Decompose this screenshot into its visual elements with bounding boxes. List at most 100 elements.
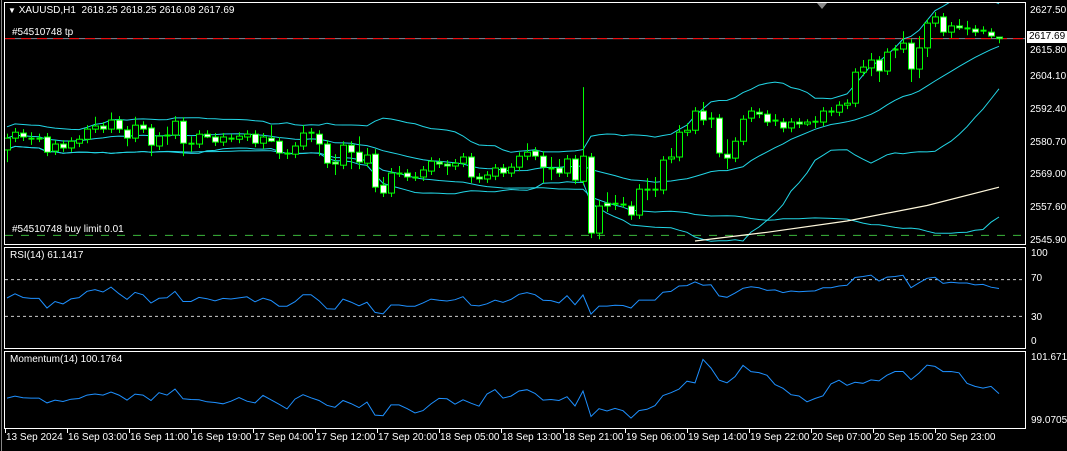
candle bbox=[244, 130, 251, 141]
bull-candle-body bbox=[420, 169, 427, 178]
candle bbox=[860, 60, 867, 77]
candle bbox=[876, 56, 883, 83]
chart-shift-marker-icon[interactable] bbox=[817, 3, 827, 9]
candle bbox=[924, 19, 931, 57]
candle bbox=[940, 12, 947, 37]
candle bbox=[44, 133, 51, 157]
bull-candle-body bbox=[292, 145, 299, 155]
bull-candle-body bbox=[516, 155, 523, 168]
bear-candle-body bbox=[44, 136, 51, 153]
bull-candle-body bbox=[932, 16, 939, 24]
bull-candle-body bbox=[236, 135, 243, 140]
bull-candle-body bbox=[492, 167, 499, 177]
candle bbox=[108, 112, 115, 134]
bull-candle-body bbox=[132, 124, 139, 139]
candle bbox=[548, 157, 555, 181]
candle bbox=[452, 158, 459, 170]
candle bbox=[428, 157, 435, 176]
bull-candle-body bbox=[172, 120, 179, 136]
candle bbox=[340, 141, 347, 170]
candle bbox=[756, 108, 763, 119]
candle bbox=[764, 110, 771, 126]
bear-candle-body bbox=[404, 172, 411, 178]
candle bbox=[444, 160, 451, 176]
rsi-line bbox=[6, 274, 1000, 315]
bull-candle-body bbox=[740, 118, 747, 142]
bull-candle-body bbox=[868, 59, 875, 69]
candle bbox=[948, 21, 955, 39]
candle bbox=[460, 153, 467, 168]
candle bbox=[596, 200, 603, 240]
candle bbox=[300, 125, 307, 150]
candle bbox=[932, 12, 939, 28]
bollinger-middle-line bbox=[6, 45, 1000, 183]
bear-candle-body bbox=[316, 133, 323, 145]
bull-candle-body bbox=[52, 143, 59, 152]
bull-candle-body bbox=[692, 110, 699, 131]
candle bbox=[524, 143, 531, 161]
bull-candle-body bbox=[508, 166, 515, 174]
bear-candle-body bbox=[276, 140, 283, 154]
candle bbox=[620, 197, 627, 209]
candle bbox=[476, 173, 483, 183]
candle bbox=[116, 116, 123, 134]
candle bbox=[52, 140, 59, 156]
candle bbox=[884, 48, 891, 75]
bull-candle-body bbox=[76, 138, 83, 144]
time-label: 16 Sep 11:00 bbox=[130, 432, 189, 443]
bear-candle-body bbox=[324, 143, 331, 164]
time-label: 20 Sep 15:00 bbox=[874, 432, 934, 443]
bull-candle-body bbox=[524, 151, 531, 157]
chart-header: ▼ XAUUSD,H1 2618.25 2618.25 2616.08 2617… bbox=[8, 5, 234, 17]
candle bbox=[956, 19, 963, 30]
candle bbox=[36, 133, 43, 143]
bear-candle-body bbox=[116, 119, 123, 130]
bull-candle-body bbox=[836, 104, 843, 113]
outer-lower-band-line bbox=[6, 145, 1000, 234]
candle bbox=[508, 163, 515, 178]
collapse-triangle-icon[interactable]: ▼ bbox=[8, 6, 16, 15]
bear-candle-body bbox=[940, 16, 947, 33]
bear-candle-body bbox=[700, 110, 707, 121]
candle bbox=[788, 118, 795, 133]
price-tick: 2569.00 bbox=[1030, 169, 1067, 180]
candle bbox=[404, 169, 411, 181]
candle bbox=[372, 149, 379, 193]
candle bbox=[76, 135, 83, 148]
bull-candle-body bbox=[156, 135, 163, 147]
bull-candle-body bbox=[884, 51, 891, 72]
bull-candle-body bbox=[916, 47, 923, 70]
candle bbox=[84, 125, 91, 144]
bull-candle-body bbox=[852, 71, 859, 104]
bull-candle-body bbox=[676, 131, 683, 158]
bull-candle-body bbox=[636, 188, 643, 216]
candle bbox=[196, 130, 203, 148]
momentum-label: Momentum(14) 100.1764 bbox=[10, 354, 123, 365]
candle bbox=[732, 137, 739, 163]
time-label: 17 Sep 20:00 bbox=[378, 432, 438, 443]
candle bbox=[68, 137, 75, 152]
time-label: 18 Sep 21:00 bbox=[564, 432, 624, 443]
candle bbox=[172, 116, 179, 139]
candle bbox=[468, 153, 475, 183]
bear-candle-body bbox=[60, 143, 67, 149]
candle bbox=[692, 107, 699, 135]
price-tick: 2557.60 bbox=[1030, 202, 1067, 213]
bull-candle-body bbox=[244, 133, 251, 138]
bull-candle-body bbox=[732, 140, 739, 159]
bear-candle-body bbox=[124, 129, 131, 139]
bull-candle-body bbox=[196, 133, 203, 145]
bear-candle-body bbox=[268, 137, 275, 142]
candle bbox=[556, 158, 563, 178]
bull-candle-body bbox=[660, 159, 667, 191]
bear-candle-body bbox=[100, 125, 107, 130]
rsi-label: RSI(14) 61.1417 bbox=[10, 250, 84, 261]
candle bbox=[708, 112, 715, 128]
candle bbox=[628, 201, 635, 220]
candle bbox=[772, 114, 779, 126]
candle bbox=[580, 87, 587, 186]
price-tick: 2615.80 bbox=[1030, 45, 1067, 56]
bull-candle-body bbox=[452, 162, 459, 167]
bull-candle-body bbox=[84, 128, 91, 140]
